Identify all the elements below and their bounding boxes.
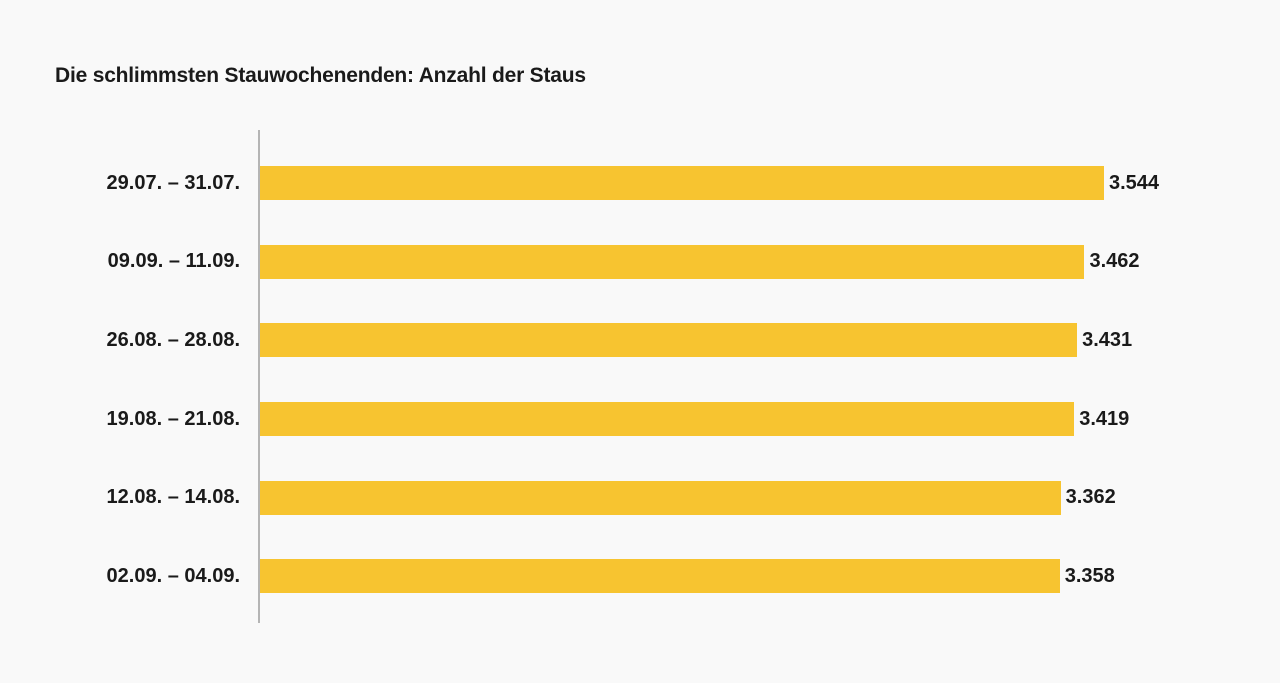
category-axis-labels: 29.07. – 31.07. 09.09. – 11.09. 26.08. –…	[0, 130, 258, 616]
category-row: 26.08. – 28.08.	[0, 301, 258, 380]
bar	[260, 244, 1085, 279]
category-label: 19.08. – 21.08.	[106, 407, 240, 430]
value-label: 3.358	[1064, 564, 1115, 587]
category-row: 02.09. – 04.09.	[0, 537, 258, 616]
bar-row: 3.462	[260, 223, 1276, 302]
category-label: 29.07. – 31.07.	[106, 171, 240, 194]
bar	[260, 480, 1061, 515]
bar-row: 3.431	[260, 301, 1276, 380]
bar	[260, 323, 1078, 358]
bar	[260, 559, 1060, 594]
category-label: 26.08. – 28.08.	[106, 328, 240, 351]
category-row: 29.07. – 31.07.	[0, 144, 258, 223]
category-row: 09.09. – 11.09.	[0, 223, 258, 302]
bar-row: 3.358	[260, 537, 1276, 616]
category-row: 19.08. – 21.08.	[0, 380, 258, 459]
bar	[260, 402, 1075, 437]
bar-row: 3.419	[260, 380, 1276, 459]
chart-title: Die schlimmsten Stauwochenenden: Anzahl …	[55, 64, 586, 87]
value-label: 3.431	[1082, 328, 1133, 351]
category-label: 12.08. – 14.08.	[106, 486, 240, 509]
bar	[260, 166, 1104, 201]
bar-row: 3.544	[260, 144, 1276, 223]
chart-plot-area: 29.07. – 31.07. 09.09. – 11.09. 26.08. –…	[0, 130, 1276, 623]
value-label: 3.544	[1109, 171, 1160, 194]
bar-plot-column: 3.544 3.462 3.431 3.419 3.362 3.358	[258, 130, 1276, 623]
bar-row: 3.362	[260, 458, 1276, 537]
category-label: 02.09. – 04.09.	[106, 564, 240, 587]
value-label: 3.362	[1065, 486, 1116, 509]
category-label: 09.09. – 11.09.	[107, 250, 240, 273]
value-label: 3.462	[1089, 250, 1140, 273]
value-label: 3.419	[1079, 407, 1130, 430]
category-row: 12.08. – 14.08.	[0, 458, 258, 537]
